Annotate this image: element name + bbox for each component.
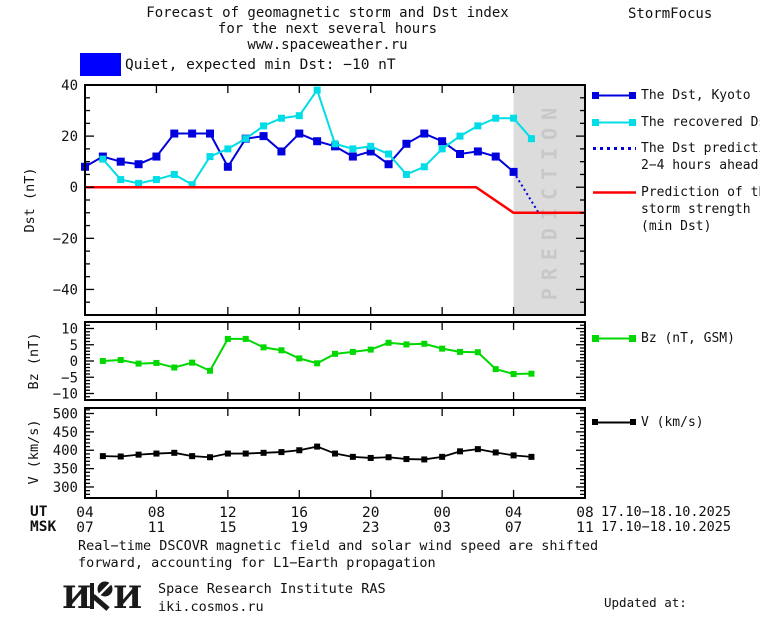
y-tick-label: 0 — [70, 354, 78, 370]
legend-dst-prediction: The Dst prediction 2−4 hours ahead — [592, 140, 760, 174]
legend-marker-line-squares-icon — [592, 119, 636, 126]
x-tick-label-msk: 11 — [576, 520, 593, 536]
iki-logo: И И — [62, 580, 142, 615]
legend-marker-dotted-line-icon — [593, 147, 636, 150]
institute-name: Space Research Institute RAS — [158, 581, 386, 597]
ut-row-header: UT — [30, 504, 48, 520]
legend-storm-strength: Prediction of the storm strength (min Ds… — [592, 184, 760, 235]
y-tick-label: 300 — [53, 480, 78, 496]
legend-label: The recovered Dst — [641, 115, 760, 130]
y-tick-label: 400 — [53, 443, 78, 459]
y-tick-label: 0 — [70, 180, 78, 196]
institute-url: iki.cosmos.ru — [158, 599, 264, 615]
x-tick-label-ut: 00 — [433, 505, 450, 521]
legend-v: V (km/s) — [592, 414, 704, 431]
y-tick-label: 500 — [53, 407, 78, 423]
y-tick-label: −5 — [61, 370, 78, 386]
updated-at-block: Updated at: UT 04:05, 18.10.2025 MSK 07:… — [604, 564, 760, 620]
y-tick-label: −10 — [53, 387, 78, 403]
msk-date-range: 17.10−18.10.2025 — [601, 519, 732, 535]
status-text: Quiet, expected min Dst: −10 nT — [125, 57, 396, 73]
x-tick-label-ut: 04 — [76, 505, 94, 521]
plot-border — [84, 407, 586, 499]
x-tick-label-msk: 15 — [219, 520, 236, 536]
y-tick-label: 5 — [70, 338, 78, 354]
charts-canvas: PREDICTION−40−2002040−10−505103003504004… — [53, 78, 594, 536]
prediction-band — [513, 85, 585, 315]
ut-date-range: 17.10−18.10.2025 — [601, 504, 732, 520]
x-tick-label-ut: 20 — [362, 505, 379, 521]
legend-dst-kyoto: The Dst, Kyoto — [592, 87, 751, 104]
series-v — [99, 443, 535, 463]
x-tick-label-msk: 03 — [433, 520, 450, 536]
site-url: www.spaceweather.ru — [247, 37, 408, 53]
series-storm-strength-prediction — [85, 185, 585, 215]
x-tick-label-msk: 07 — [76, 520, 93, 536]
storm-level-indicator — [80, 53, 121, 76]
page-title: Forecast of geomagnetic storm and Dst in… — [60, 5, 595, 53]
title-line1: Forecast of geomagnetic storm and Dst in… — [146, 5, 509, 21]
legend-marker-red-line-icon — [593, 191, 636, 194]
y-tick-label: −40 — [53, 282, 78, 298]
legend-marker-line-squares-icon — [592, 92, 636, 99]
legend-label: The Dst, Kyoto — [641, 88, 751, 103]
x-tick-label-ut: 04 — [505, 505, 523, 521]
legend-recovered-dst: The recovered Dst — [592, 114, 760, 131]
y-tick-label: −20 — [53, 231, 78, 247]
x-tick-label-ut: 12 — [219, 505, 236, 521]
updated-heading: Updated at: — [604, 595, 687, 610]
x-tick-label-msk: 07 — [505, 520, 522, 536]
y-tick-label: 20 — [61, 129, 78, 145]
y-tick-label: 40 — [61, 78, 78, 94]
title-line2: for the next several hours — [217, 21, 438, 37]
series-recovered-dst — [99, 86, 535, 189]
x-tick-label-ut: 08 — [148, 505, 165, 521]
legend-label: Prediction of the storm strength (min Ds… — [641, 185, 760, 234]
x-tick-label-msk: 11 — [148, 520, 165, 536]
legend-label: The Dst prediction 2−4 hours ahead — [641, 141, 760, 173]
prediction-band-label: PREDICTION — [537, 100, 561, 300]
legend-label: Bz (nT, GSM) — [641, 331, 735, 346]
legend-label: V (km/s) — [641, 415, 704, 430]
x-tick-label-msk: 23 — [362, 520, 379, 536]
footnote: Real−time DSCOVR magnetic field and sola… — [78, 538, 599, 571]
dst-axis-label: Dst (nT) — [22, 167, 38, 233]
x-tick-label-ut: 08 — [576, 505, 593, 521]
logo-letter: И — [113, 580, 142, 615]
x-tick-label-msk: 19 — [291, 520, 308, 536]
v-axis-label: V (km/s) — [26, 419, 42, 485]
plot-border — [84, 321, 586, 401]
series-dst-prediction — [512, 171, 585, 214]
plot-border — [84, 84, 586, 316]
legend-marker-line-squares-icon — [592, 419, 636, 425]
series-dst-kyoto — [81, 129, 518, 176]
y-tick-label: 10 — [61, 322, 78, 338]
msk-row-header: MSK — [30, 519, 57, 535]
legend-bz: Bz (nT, GSM) — [592, 330, 735, 347]
y-tick-label: 450 — [53, 425, 78, 441]
x-tick-label-ut: 16 — [291, 505, 308, 521]
logo-letter: И — [62, 580, 91, 615]
legend-marker-line-squares-icon — [592, 335, 636, 342]
y-tick-label: 350 — [53, 462, 78, 478]
brand-label: StormFocus — [628, 6, 713, 22]
series-bz — [99, 335, 535, 377]
